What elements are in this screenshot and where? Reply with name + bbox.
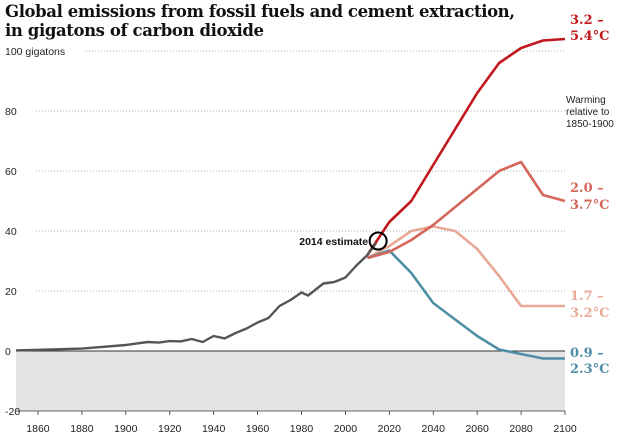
- y-tick-label: 60: [5, 166, 17, 178]
- series-line-3: [366, 249, 565, 360]
- series-label: 3.2°C: [570, 306, 609, 321]
- series-line-1: [367, 160, 566, 260]
- y-tick-label: 20: [5, 286, 17, 298]
- y-tick-label: 100 gigatons: [5, 46, 65, 58]
- x-tick-label: 1920: [158, 423, 182, 435]
- series-label: 2.0 –: [570, 181, 604, 196]
- warming-note: relative to: [566, 107, 610, 118]
- x-tick-label: 1960: [246, 423, 270, 435]
- series-label: 1.7 –: [570, 289, 604, 304]
- y-tick-label: -20: [5, 406, 20, 418]
- y-tick-label: 0: [5, 346, 11, 358]
- series-label: 2.3°C: [570, 362, 609, 377]
- y-tick-label: 80: [5, 106, 17, 118]
- warming-note: 1850-1900: [566, 119, 614, 130]
- x-tick-label: 1900: [114, 423, 138, 435]
- title-line-2: in gigatons of carbon dioxide: [5, 21, 264, 40]
- series-label: 3.2 –: [570, 13, 604, 28]
- x-tick-label: 2040: [422, 423, 446, 435]
- chart-title: Global emissions from fossil fuels and c…: [5, 2, 515, 40]
- y-tick-label: 40: [5, 226, 17, 238]
- series-label: 0.9 –: [570, 346, 604, 361]
- x-tick-label: 1980: [290, 423, 314, 435]
- estimate-label: 2014 estimate: [299, 236, 368, 248]
- series-label: 3.7°C: [570, 198, 609, 213]
- series-line-2: [366, 225, 565, 308]
- estimate-circle: [368, 231, 388, 251]
- x-tick-label: 2020: [378, 423, 402, 435]
- x-tick-label: 2000: [334, 423, 358, 435]
- series-label: 5.4°C: [570, 29, 609, 44]
- title-line-1: Global emissions from fossil fuels and c…: [5, 2, 515, 21]
- historical-line: [15, 242, 378, 352]
- negative-region: [16, 351, 565, 411]
- series-line-0: [366, 37, 566, 256]
- x-tick-label: 1860: [26, 423, 50, 435]
- x-tick-label: 1940: [202, 423, 226, 435]
- x-tick-label: 1880: [70, 423, 94, 435]
- warming-note: Warming: [566, 95, 606, 106]
- x-tick-label: 2080: [509, 423, 533, 435]
- x-tick-label: 2100: [553, 423, 577, 435]
- x-tick-label: 2060: [465, 423, 489, 435]
